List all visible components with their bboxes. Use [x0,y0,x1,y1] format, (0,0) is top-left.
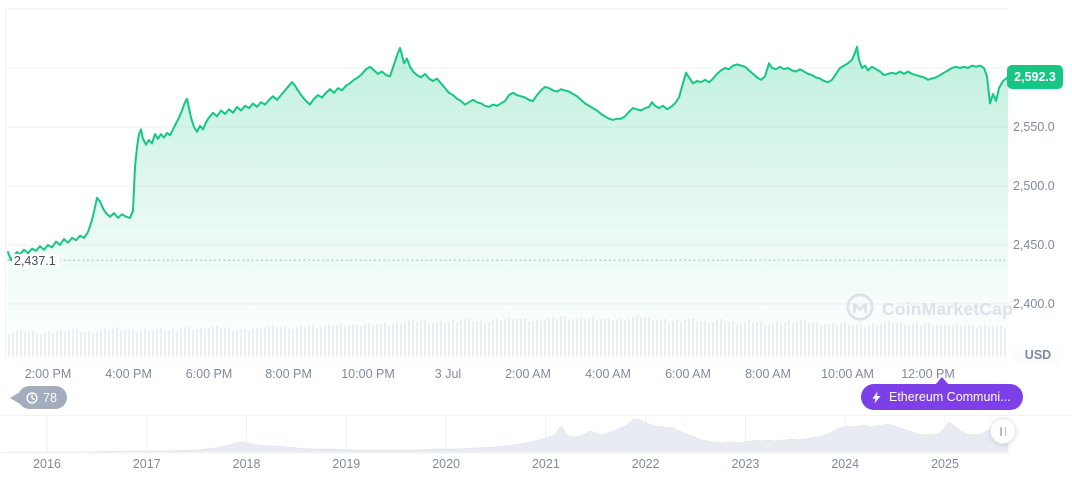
timeline-year-label: 2025 [931,457,959,471]
timeline-year-label: 2022 [631,457,660,471]
community-badge-arrow [935,377,949,385]
timeline-year-label: 2020 [432,457,461,471]
x-axis-tick: 2:00 PM [24,367,72,381]
x-axis-tick: 6:00 AM [665,367,711,381]
community-badge-label: Ethereum Communi... [889,390,1011,404]
x-axis-tick: 4:00 PM [105,367,152,381]
x-axis-tick: 12:00 PM [901,367,955,381]
brush-drag-handle[interactable] [990,418,1016,444]
y-axis-tick: 2,450.0 [1013,238,1055,252]
x-axis-tick: 10:00 PM [341,367,395,381]
price-chart-canvas[interactable] [0,0,1072,360]
timeline-brush[interactable] [0,415,1072,454]
timeline-year-label: 2019 [332,457,361,471]
clock-icon [25,391,39,405]
x-axis-tick: 4:00 AM [585,367,631,381]
timeline-year-label: 2023 [731,457,760,471]
community-badge[interactable]: Ethereum Communi... [861,384,1023,410]
timeline-year-label: 2016 [33,457,61,471]
y-axis-tick: 2,400.0 [1013,297,1055,311]
timeline-brush-canvas[interactable] [0,416,1072,454]
y-axis-tick: 2,500.0 [1013,179,1055,193]
x-axis-tick: 3 Jul [434,367,462,381]
timeline-year-label: 2021 [531,457,560,471]
lightning-icon [870,391,883,404]
x-axis-tick: 8:00 AM [745,367,791,381]
watching-badge: 78 [18,386,67,409]
current-price-badge: 2,592.3 [1007,65,1063,90]
x-axis-tick: 6:00 PM [185,367,233,381]
timeline-year-label: 2017 [132,457,161,471]
x-axis-tick: 8:00 PM [265,367,312,381]
x-axis-tick: 2:00 AM [505,367,551,381]
timeline-year-label: 2018 [232,457,261,471]
watching-badge-tail [10,392,20,404]
y-axis-tick: 2,550.0 [1013,120,1055,134]
usd-unit-label: USD [1013,345,1063,365]
watching-count: 78 [43,390,57,405]
x-axis-tick: 10:00 AM [821,367,874,381]
timeline-year-label: 2024 [831,457,860,471]
low-price-label: 2,437.1 [12,254,60,269]
